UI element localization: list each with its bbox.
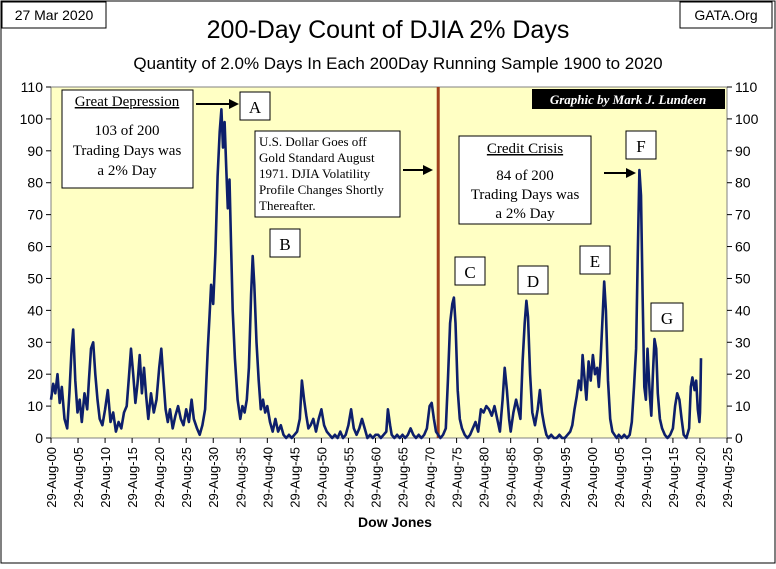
y-tick-label-right: 50	[735, 270, 751, 286]
point-label-g-box	[650, 302, 684, 332]
x-tick-label: 29-Aug-60	[368, 447, 383, 508]
credit-label: Graphic by Mark J. Lundeen	[550, 92, 706, 107]
y-tick-label-right: 70	[735, 207, 751, 223]
x-tick-label: 29-Aug-20	[693, 447, 708, 508]
x-tick-label: 29-Aug-65	[396, 447, 411, 508]
source-box	[679, 1, 773, 29]
series-line	[49, 108, 703, 440]
y-tick-label-left: 10	[27, 398, 43, 414]
point-label-d-box	[517, 265, 549, 295]
y-tick-label-right: 0	[735, 430, 743, 446]
y-tick-label-right: 30	[735, 334, 751, 350]
x-tick-label: 29-Aug-00	[585, 447, 600, 508]
x-tick-label: 29-Aug-80	[477, 447, 492, 508]
us-dollar-line-1: U.S. Dollar Goes off	[259, 134, 367, 149]
x-tick-label: 29-Aug-35	[233, 447, 248, 508]
point-label-b-box	[269, 228, 301, 258]
great-depression-line-2: Trading Days was	[73, 143, 182, 159]
point-label-a: A	[249, 98, 262, 117]
x-tick-label: 29-Aug-25	[179, 447, 194, 508]
y-tick-label-right: 90	[735, 143, 751, 159]
point-label-g: G	[661, 309, 673, 328]
chart-subtitle: Quantity of 2.0% Days In Each 200Day Run…	[133, 54, 662, 73]
x-tick-label: 29-Aug-85	[504, 447, 519, 508]
point-label-b: B	[279, 235, 290, 254]
date-label: 27 Mar 2020	[15, 7, 94, 23]
y-tick-label-left: 30	[27, 334, 43, 350]
y-tick-label-right: 40	[735, 302, 751, 318]
y-axis-left: 0 10 20 30 40 50 60 70 80 90 100 110	[20, 79, 51, 446]
us-dollar-line-5: Thereafter.	[259, 198, 316, 213]
x-tick-label: 29-Aug-45	[287, 447, 302, 508]
x-tick-label: 29-Aug-40	[260, 447, 275, 508]
y-tick-label-left: 110	[21, 79, 44, 95]
x-tick-label: 29-Aug-05	[612, 447, 627, 508]
y-tick-label-left: 40	[27, 302, 43, 318]
source-label: GATA.Org	[694, 7, 757, 23]
y-tick-label-right: 80	[735, 175, 751, 191]
x-tick-label: 29-Aug-15	[666, 447, 681, 508]
us-dollar-line-3: 1971. DJIA Volatility	[259, 166, 371, 181]
x-tick-label: 29-Aug-30	[206, 447, 221, 508]
y-tick-label-left: 90	[27, 143, 43, 159]
point-label-e: E	[590, 252, 600, 271]
x-tick-label: 29-Aug-70	[423, 447, 438, 508]
y-tick-label-left: 80	[27, 175, 43, 191]
x-tick-label: 29-Aug-00	[44, 447, 59, 508]
great-depression-line-1: 103 of 200	[95, 123, 160, 139]
great-depression-line-3: a 2% Day	[97, 163, 157, 179]
y-tick-label-left: 20	[27, 366, 43, 382]
x-tick-label: 29-Aug-10	[639, 447, 654, 508]
y-tick-label-left: 50	[27, 270, 43, 286]
y-axis-right: 0 10 20 30 40 50 60 70 80 90 100 110	[727, 79, 759, 446]
arrow-to-a-head	[229, 99, 239, 109]
x-tick-label: 29-Aug-15	[125, 447, 140, 508]
y-tick-label-right: 110	[735, 79, 758, 95]
x-tick-label: 29-Aug-25	[720, 447, 735, 508]
date-box	[1, 1, 107, 29]
x-tick-label: 29-Aug-95	[558, 447, 573, 508]
x-tick-label: 29-Aug-55	[341, 447, 356, 508]
x-tick-label: 29-Aug-10	[98, 447, 113, 508]
credit-crisis-line-2: Trading Days was	[471, 187, 580, 203]
y-tick-label-right: 10	[735, 398, 751, 414]
x-tick-label: 29-Aug-75	[450, 447, 465, 508]
x-axis-title: Dow Jones	[358, 514, 432, 530]
point-label-f-box	[625, 130, 657, 160]
credit-crisis-title: Credit Crisis	[487, 141, 563, 157]
great-depression-title: Great Depression	[75, 94, 180, 110]
y-tick-label-right: 60	[735, 239, 751, 255]
x-tick-label: 29-Aug-50	[314, 447, 329, 508]
us-dollar-line-2: Gold Standard August	[259, 150, 375, 165]
credit-box	[532, 89, 725, 109]
credit-crisis-line-3: a 2% Day	[495, 206, 555, 222]
y-tick-label-left: 100	[20, 111, 44, 127]
x-axis: 29-Aug-00 29-Aug-05 29-Aug-10 29-Aug-15 29-A…	[44, 438, 735, 508]
us-dollar-box	[254, 130, 401, 218]
credit-crisis-box	[458, 135, 592, 225]
y-tick-label-left: 70	[27, 207, 43, 223]
point-label-c-box	[454, 256, 486, 286]
credit-crisis-line-1: 84 of 200	[496, 168, 554, 184]
great-depression-box	[61, 89, 194, 189]
point-label-f: F	[636, 137, 645, 156]
y-tick-label-left: 0	[35, 430, 43, 446]
point-label-c: C	[464, 263, 475, 282]
arrow-to-marker-head	[423, 165, 433, 175]
point-label-a-box	[239, 91, 271, 121]
x-tick-label: 29-Aug-90	[531, 447, 546, 508]
y-tick-label-left: 60	[27, 239, 43, 255]
y-tick-label-right: 20	[735, 366, 751, 382]
point-label-e-box	[579, 245, 611, 275]
y-tick-label-right: 100	[735, 111, 759, 127]
us-dollar-line-4: Profile Changes Shortly	[259, 182, 384, 197]
arrow-to-f-head	[626, 168, 636, 178]
x-tick-label: 29-Aug-20	[152, 447, 167, 508]
chart-title: 200-Day Count of DJIA 2% Days	[207, 16, 570, 44]
point-label-d: D	[527, 272, 539, 291]
x-tick-label: 29-Aug-05	[71, 447, 86, 508]
